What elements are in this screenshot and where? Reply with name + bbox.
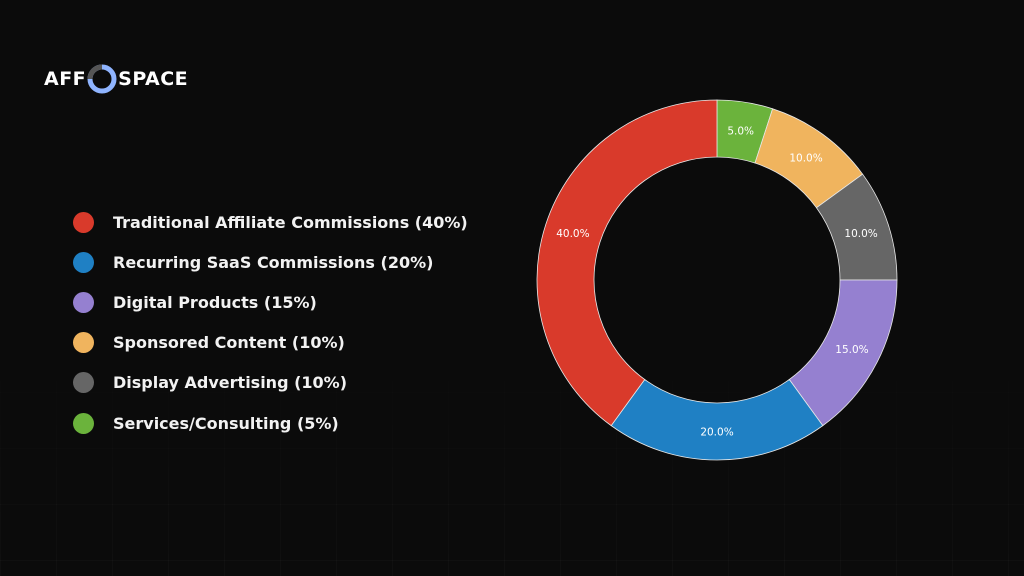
legend-label: Display Advertising (10%) [113, 373, 348, 393]
legend-item: Digital Products (15%) [73, 282, 468, 322]
slice-label: 10.0% [789, 152, 822, 164]
legend-label: Traditional Affiliate Commissions (40%) [113, 212, 468, 232]
logo-ring-icon [87, 64, 117, 94]
slice-label: 10.0% [844, 228, 877, 240]
donut-chart: 5.0% 10.0% 10.0% 15.0% 20.0% 40.0% [536, 99, 898, 461]
legend-item: Display Advertising (10%) [73, 363, 468, 403]
legend-item: Traditional Affiliate Commissions (40%) [73, 202, 468, 242]
brand-left: AFF [44, 68, 87, 90]
legend-swatch [73, 332, 94, 354]
brand-logo: AFF SPACE [44, 64, 188, 94]
legend-swatch [73, 291, 94, 313]
legend-item: Sponsored Content (10%) [73, 323, 468, 363]
legend-swatch [73, 211, 94, 233]
legend-label: Sponsored Content (10%) [113, 333, 345, 353]
donut-slice [610, 378, 824, 461]
legend-label: Recurring SaaS Commissions (20%) [113, 252, 434, 272]
legend-swatch [73, 251, 94, 273]
legend-item: Services/Consulting (5%) [73, 403, 468, 443]
legend-swatch [73, 412, 94, 434]
legend-swatch [73, 372, 94, 394]
slice-label: 5.0% [727, 125, 754, 137]
slice-label: 40.0% [556, 228, 589, 240]
slice-label: 15.0% [835, 344, 868, 356]
legend-label: Digital Products (15%) [113, 292, 317, 312]
slice-label: 20.0% [700, 427, 733, 439]
brand-right: SPACE [118, 68, 189, 90]
donut-slice [536, 99, 718, 427]
chart-legend: Traditional Affiliate Commissions (40%) R… [73, 202, 468, 443]
legend-label: Services/Consulting (5%) [113, 413, 339, 433]
legend-item: Recurring SaaS Commissions (20%) [73, 242, 468, 282]
